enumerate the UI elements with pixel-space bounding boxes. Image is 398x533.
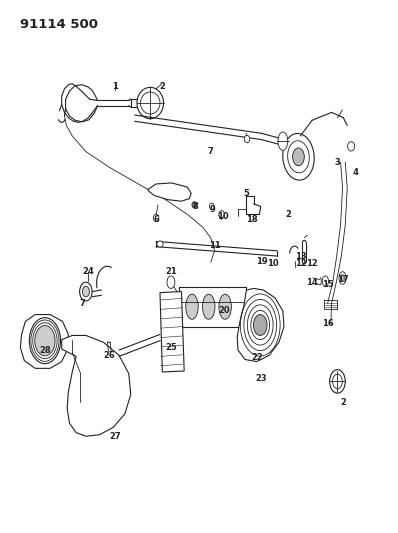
Ellipse shape bbox=[82, 286, 90, 297]
Text: 22: 22 bbox=[252, 353, 263, 362]
Text: 9: 9 bbox=[210, 205, 216, 214]
Ellipse shape bbox=[283, 133, 314, 180]
Text: 91114 500: 91114 500 bbox=[20, 19, 98, 31]
Text: 2: 2 bbox=[286, 210, 292, 219]
Text: 13: 13 bbox=[295, 252, 306, 261]
Text: 26: 26 bbox=[103, 351, 115, 360]
Ellipse shape bbox=[203, 294, 215, 319]
Ellipse shape bbox=[219, 294, 231, 319]
Ellipse shape bbox=[278, 132, 288, 150]
Text: 12: 12 bbox=[295, 260, 306, 269]
Ellipse shape bbox=[140, 92, 160, 114]
Ellipse shape bbox=[209, 203, 214, 209]
Text: 2: 2 bbox=[159, 82, 165, 91]
Text: 6: 6 bbox=[153, 215, 159, 224]
Text: 18: 18 bbox=[246, 215, 258, 224]
Ellipse shape bbox=[333, 374, 342, 389]
Text: 16: 16 bbox=[322, 319, 334, 328]
Text: 17: 17 bbox=[338, 275, 349, 284]
Ellipse shape bbox=[339, 272, 346, 284]
Ellipse shape bbox=[254, 314, 267, 335]
Ellipse shape bbox=[341, 274, 345, 281]
Text: 25: 25 bbox=[166, 343, 178, 352]
Text: 20: 20 bbox=[219, 306, 230, 316]
Ellipse shape bbox=[29, 318, 60, 364]
Polygon shape bbox=[62, 335, 131, 436]
Ellipse shape bbox=[347, 142, 355, 151]
Text: 14: 14 bbox=[306, 278, 318, 287]
Text: 5: 5 bbox=[243, 189, 249, 198]
Text: 24: 24 bbox=[82, 267, 94, 276]
Ellipse shape bbox=[137, 87, 164, 119]
Ellipse shape bbox=[157, 241, 163, 247]
Text: 15: 15 bbox=[322, 280, 334, 289]
Text: 12: 12 bbox=[306, 260, 318, 269]
Text: 8: 8 bbox=[192, 202, 198, 211]
Text: 2: 2 bbox=[340, 398, 346, 407]
Text: 28: 28 bbox=[39, 345, 51, 354]
Text: 23: 23 bbox=[256, 374, 267, 383]
Ellipse shape bbox=[192, 201, 197, 208]
Ellipse shape bbox=[167, 276, 175, 288]
Ellipse shape bbox=[219, 211, 224, 218]
Polygon shape bbox=[20, 314, 68, 368]
Text: 1: 1 bbox=[112, 82, 118, 91]
Text: 4: 4 bbox=[352, 168, 358, 177]
Text: 11: 11 bbox=[209, 241, 220, 250]
Text: 10: 10 bbox=[217, 212, 228, 221]
Ellipse shape bbox=[153, 214, 159, 222]
Polygon shape bbox=[237, 288, 284, 361]
Ellipse shape bbox=[80, 282, 92, 301]
Text: 7: 7 bbox=[208, 147, 214, 156]
Ellipse shape bbox=[244, 135, 250, 143]
Text: 10: 10 bbox=[267, 260, 279, 269]
Ellipse shape bbox=[330, 370, 345, 393]
Text: 7: 7 bbox=[79, 298, 85, 308]
Text: 3: 3 bbox=[335, 158, 340, 166]
Ellipse shape bbox=[186, 294, 198, 319]
Ellipse shape bbox=[293, 148, 304, 166]
Polygon shape bbox=[160, 292, 184, 372]
Text: 19: 19 bbox=[256, 257, 267, 266]
Ellipse shape bbox=[35, 326, 55, 356]
Polygon shape bbox=[148, 183, 191, 201]
Text: 21: 21 bbox=[166, 267, 178, 276]
Text: 27: 27 bbox=[109, 432, 121, 441]
Ellipse shape bbox=[322, 276, 328, 286]
Ellipse shape bbox=[288, 141, 309, 173]
